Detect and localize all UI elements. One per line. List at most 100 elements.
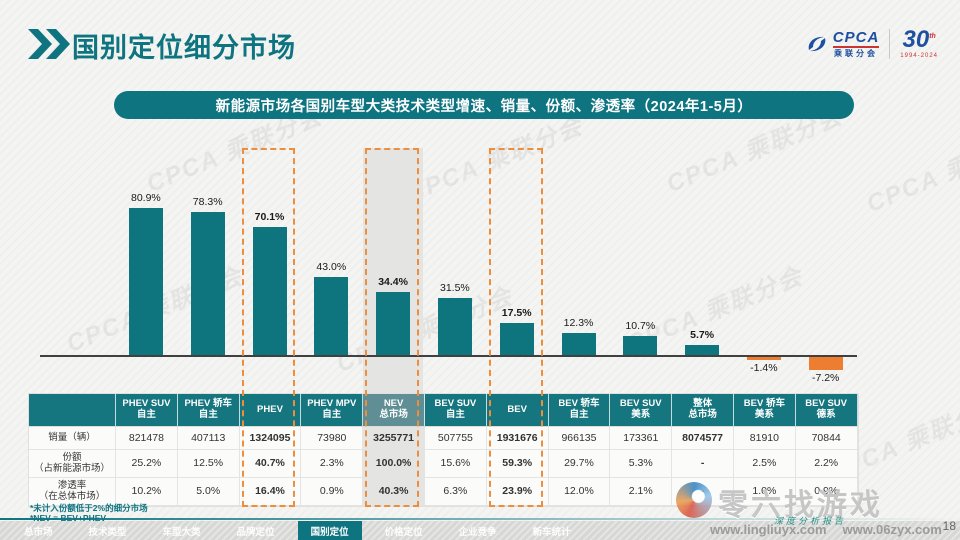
table-cell: 100.0% [363,450,425,478]
table-cell: 23.9% [486,478,549,506]
x-axis-line [40,355,857,357]
watermark-brand: 零六找游戏 [718,489,883,522]
anniversary-th: th [929,33,936,40]
table-cell: 5.3% [610,450,673,478]
watermark-swirl-icon [676,482,712,518]
table-cell: 407113 [177,427,240,450]
table-cell: 1.0% [733,478,796,506]
bar-1 [190,212,225,355]
table-cell: - [672,450,734,478]
table-cell: 29.7% [548,450,611,478]
bar-10 [746,357,781,360]
col-header-4: NEV 总市场 [363,394,425,427]
bar-value-label: 34.4% [378,276,408,289]
chart-title-banner: 新能源市场各国别车型大类技术类型增速、销量、份额、渗透率（2024年1-5月） [114,91,854,119]
table-cell: 2.1% [610,478,673,506]
col-header-10: BEV 轿车 美系 [733,394,796,427]
anniversary-badge: 30th 1994-2024 [900,26,938,60]
footnote-1: *未计入份额低于2%的细分市场 [30,503,148,513]
page-number: 18 [942,519,956,533]
logo-divider [889,28,891,59]
watermark-url-right[interactable]: www.06zyx.com [842,522,942,537]
table-cell: 81910 [733,427,796,450]
double-chevron-icon [28,29,72,59]
table-cell: 12.0% [548,478,611,506]
table-cell: 16.4% [239,478,302,506]
col-header-1: PHEV 轿车 自主 [177,394,240,427]
table-cell: 2.5% [733,450,796,478]
cpca-logo: CPCA 乘联分会 [805,30,880,58]
bar-2 [252,227,287,355]
data-table: PHEV SUV 自主 PHEV 轿车 自主 PHEV PHEV MPV 自主 NEV … [28,393,859,507]
bar-value-label: 43.0% [316,260,347,273]
bar-value-label: 5.7% [690,328,715,341]
cpca-logo-text: CPCA [832,28,880,48]
table-cell: 10.2% [116,478,178,506]
col-header-8: BEV SUV 美系 [610,394,673,427]
table-cell: 3255771 [363,427,425,450]
bar-value-label: -7.2% [811,372,840,385]
table-corner-cell [29,394,116,427]
nav-item-4[interactable]: 国别定位 [297,521,362,540]
bar-value-label: 12.3% [563,316,594,329]
col-header-9: 整体 总市场 [672,394,734,427]
col-header-11: BEV SUV 德系 [795,394,858,427]
row-label-0: 销量（辆） [29,427,116,450]
bar-value-label: 31.5% [440,281,470,294]
bar-5 [437,297,472,355]
nav-item-7[interactable]: 新车统计 [532,526,571,538]
bar-value-label: 17.5% [501,307,532,320]
bar-9 [685,344,720,355]
page-title: 国别定位细分市场 [72,33,296,63]
anniversary-years: 1994-2024 [900,53,938,59]
table-cell: 821478 [116,427,178,450]
cpca-logo-subtext: 乘联分会 [834,48,879,58]
row-label-1: 份额 （占新能源市场） [29,450,116,478]
table-cell: 0.9% [301,478,364,506]
nav-item-0[interactable]: 总市场 [24,526,53,538]
table-cell: 40.3% [363,478,425,506]
site-watermark: 零六找游戏 深度分析报告 www.lingliuyx.com www.06zyx… [676,480,952,538]
bar-6 [499,323,534,355]
table-cell: 59.3% [486,450,549,478]
table-cell: 507755 [424,427,487,450]
anniversary-number: 30 [902,26,930,53]
watermark-tagline: 深度分析报告 [774,516,847,526]
bar-4 [376,292,411,355]
table-cell: 25.2% [116,450,178,478]
cpca-swoosh-icon [808,36,826,51]
bar-11 [808,357,843,371]
col-header-5: BEV SUV 自主 [424,394,487,427]
table-cell: 5.0% [177,478,240,506]
nav-item-5[interactable]: 价格定位 [384,526,423,538]
col-header-2: PHEV [239,394,302,427]
nav-item-2[interactable]: 车型大类 [162,526,201,538]
col-header-3: PHEV MPV 自主 [301,394,364,427]
bar-value-label: 80.9% [131,191,161,204]
table-cell: 1931676 [486,427,549,450]
table-cell: 40.7% [239,450,302,478]
table-cell: 966135 [548,427,611,450]
bar-8 [623,335,658,355]
nav-item-3[interactable]: 品牌定位 [236,526,275,538]
bar-3 [314,276,349,355]
col-header-7: BEV 轿车 自主 [548,394,611,427]
col-header-0: PHEV SUV 自主 [116,394,178,427]
table-cell: 8074577 [672,427,734,450]
nav-item-1[interactable]: 技术类型 [88,526,127,538]
col-header-6: BEV [486,394,549,427]
table-cell: 12.5% [177,450,240,478]
row-label-2: 渗透率 （在总体市场） [29,478,116,506]
footnotes: *未计入份额低于2%的细分市场 *NEV = BEV+PHEV [30,503,148,524]
footnote-2: *NEV = BEV+PHEV [30,512,107,523]
bar-value-label: 10.7% [625,319,656,332]
cpca-bg-watermark: CPCA 乘联分会 [862,122,960,218]
table-cell: 15.6% [424,450,487,478]
nav-item-6[interactable]: 企业竞争 [458,526,497,538]
table-cell: 2.2% [795,450,858,478]
watermark-url-left[interactable]: www.lingliuyx.com [710,522,827,537]
bar-value-label: 78.3% [192,196,223,209]
bottom-nav: 总市场 技术类型 车型大类 品牌定位 国别定位 价格定位 企业竞争 新车统计 [0,521,960,540]
footer-divider [0,518,960,520]
